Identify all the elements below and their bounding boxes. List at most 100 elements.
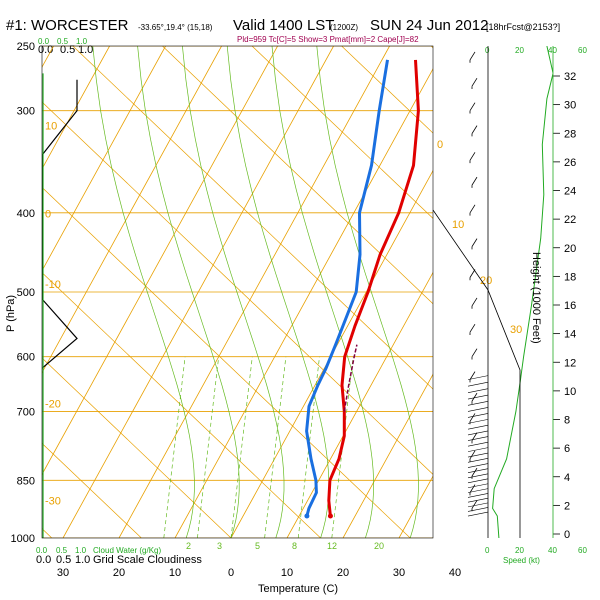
- isotherm-label: 0: [45, 209, 51, 221]
- bottom-scale: 0.0 0.5 1.0 Cloud Water (g/Kg) 0.0 0.5 1…: [36, 546, 202, 566]
- height-tick: 14: [564, 329, 576, 341]
- wind-barb-flag: [469, 450, 476, 460]
- wind-barb-panel: [469, 51, 478, 512]
- low-level-barb: [467, 394, 489, 400]
- speed-tick: 0: [485, 46, 490, 55]
- wind-barb-flag: [471, 432, 478, 441]
- isotherm-line: [342, 373, 433, 538]
- low-level-barb: [467, 511, 489, 517]
- isotherm-line: [42, 46, 278, 476]
- wind-barb-flag: [469, 152, 476, 161]
- scale-label: 0.0: [36, 554, 51, 566]
- dry-adiabat-label: 0: [437, 139, 443, 151]
- dry-adiabat-line: [42, 272, 321, 538]
- height-axis-label: Height (1000 Feet): [530, 252, 542, 344]
- isotherm-line: [118, 46, 390, 538]
- height-tick: 4: [564, 472, 570, 484]
- parcel-line: [343, 344, 358, 412]
- low-level-barb: [467, 407, 489, 412]
- low-level-barb: [467, 419, 489, 424]
- low-level-barb: [467, 436, 489, 441]
- low-level-barb: [467, 458, 489, 463]
- low-level-barb: [467, 468, 489, 474]
- low-level-barb: [467, 507, 489, 512]
- pressure-tick: 250: [17, 41, 35, 53]
- pressure-tick: 300: [17, 106, 35, 118]
- wind-barb-flag: [469, 371, 476, 380]
- moist-adiabat-line: [182, 46, 285, 538]
- wind-barb-flag: [469, 484, 476, 493]
- height-tick: 20: [564, 243, 576, 255]
- height-tick: 12: [564, 357, 576, 369]
- mixing-ratio-label: 3: [217, 541, 222, 551]
- isotherm-line: [42, 46, 110, 170]
- scale-label: 1.0: [78, 44, 93, 56]
- barb-panel-boundary: [432, 209, 521, 538]
- height-tick: 16: [564, 300, 576, 312]
- temperature-line: [327, 59, 420, 517]
- height-tick: 32: [564, 71, 576, 83]
- wind-barb-flag: [469, 204, 476, 214]
- temperature-tick: 30: [393, 567, 405, 579]
- speed-tick: 60: [578, 546, 587, 555]
- dry-adiabat-line: [341, 46, 433, 134]
- mixing-ratio-line: [230, 356, 253, 538]
- low-level-barb: [467, 424, 489, 430]
- plot-frame: [41, 45, 434, 539]
- temperature-tick: 10: [281, 567, 293, 579]
- speed-tick: 20: [515, 46, 524, 55]
- forecast-info: [18hrFcst@2153?]: [486, 22, 560, 32]
- dry-adiabat-line: [72, 46, 433, 390]
- height-tick: 30: [564, 100, 576, 112]
- height-tick: 24: [564, 186, 576, 198]
- scale-label: 0.5: [56, 546, 68, 555]
- wind-barb-flag: [471, 392, 478, 402]
- station-coords: -33.65°,19.4° (15,18): [138, 23, 213, 32]
- dry-adiabat-line: [42, 442, 142, 538]
- moist-adiabat-line: [271, 46, 374, 538]
- sounding-profiles: [42, 59, 420, 538]
- low-level-barb: [467, 452, 489, 458]
- mixing-ratio-line: [264, 356, 287, 538]
- dry-adiabat-line: [42, 357, 232, 538]
- isotherm-line: [42, 46, 222, 374]
- wind-speed-panel: [492, 46, 553, 538]
- isotherm-label: 10: [45, 121, 57, 133]
- temperature-tick: 20: [337, 567, 349, 579]
- isotherm-line: [62, 46, 334, 538]
- height-tick: 26: [564, 157, 576, 169]
- temperature-tick: 0: [228, 567, 234, 579]
- dry-adiabat-line: [162, 46, 433, 305]
- pressure-tick: 850: [17, 475, 35, 487]
- low-level-barb: [467, 441, 489, 447]
- isotherm-label: -30: [45, 495, 61, 507]
- wind-barb-flag: [469, 269, 476, 278]
- wind-barb-flag: [471, 348, 478, 357]
- scale-label: 0.0: [36, 546, 48, 555]
- top-speed-scale: 0 20 40 60: [485, 46, 587, 55]
- low-level-barb: [467, 388, 489, 393]
- height-tick: 18: [564, 271, 576, 283]
- height-tick: 2: [564, 500, 570, 512]
- scale-label: 0.5: [56, 554, 71, 566]
- dry-adiabat-label: 20: [480, 275, 492, 287]
- cloud-profile-line: [42, 79, 78, 369]
- bottom-speed-scale: 0 20 40 60 Speed (kt): [485, 546, 587, 565]
- stability-indices: Pld=959 Tc[C]=5 Show=3 Pmat[mm]=2 Cape[J…: [237, 35, 419, 44]
- forecast-date: SUN 24 Jun 2012: [370, 17, 488, 34]
- top-cloudwater-scale: 0.0 0.5 1.0 0.0 0.5 1.0: [38, 37, 93, 56]
- temperature-tick: 30: [57, 567, 69, 579]
- pressure-tick: 700: [17, 406, 35, 418]
- temperature-tick: 40: [449, 567, 461, 579]
- wind-barb-flag: [471, 297, 478, 307]
- speed-tick: 20: [515, 546, 524, 555]
- thermo-grid: [42, 46, 433, 538]
- low-level-barb: [467, 473, 489, 479]
- low-level-barb: [467, 463, 489, 468]
- surface-temp-marker: [327, 513, 333, 519]
- pressure-tick: 500: [17, 287, 35, 299]
- pressure-tick: 400: [17, 208, 35, 220]
- scale-label: 0.5: [60, 44, 75, 56]
- cloudwater-label: Cloud Water (g/Kg): [93, 546, 162, 555]
